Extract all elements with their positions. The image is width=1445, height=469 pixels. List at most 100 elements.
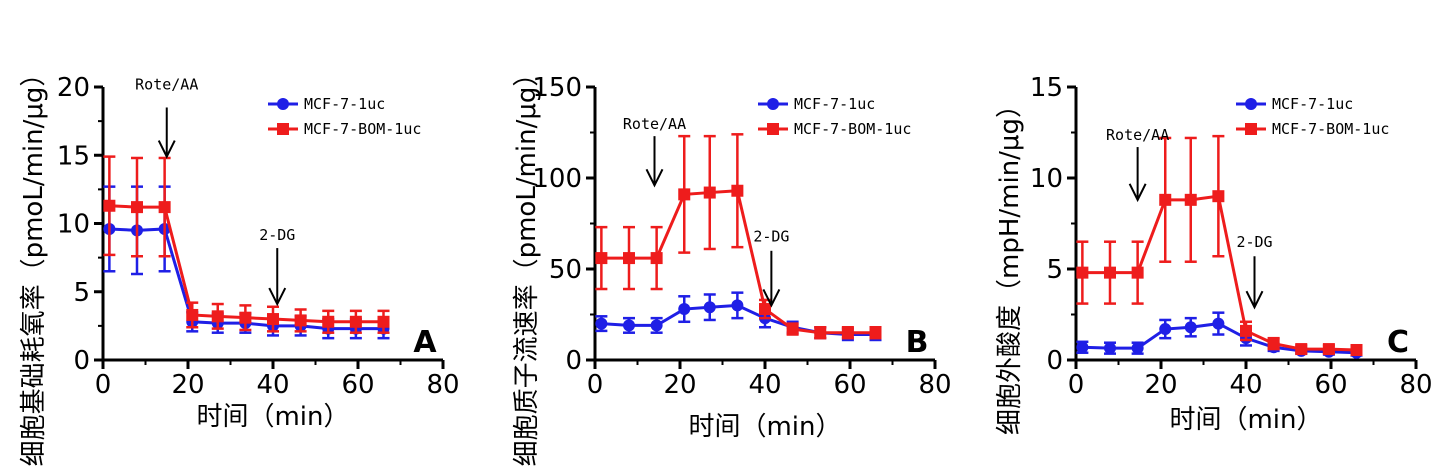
chart-panel-b: 0 50 100 150 0 20 40 60 80 时间（min） 细胞质子流速率（pmoL/mi…	[512, 61, 952, 467]
y-tick-label: 10	[57, 210, 90, 240]
legend-label: MCF-7-BOM-1uc	[1272, 120, 1389, 138]
data-point	[322, 315, 335, 328]
panel-label: C	[1387, 325, 1409, 360]
data-point	[186, 308, 199, 321]
x-axis-title: 时间（min）	[688, 412, 841, 442]
data-point	[1240, 324, 1252, 337]
data-point	[731, 184, 744, 197]
legend-label: MCF-7-1uc	[304, 95, 385, 113]
x-tick-label: 20	[663, 370, 696, 400]
chart-panel-a: 0 5 10 15 20 0 20 40 60 80 时间（min） 细胞基础耗氧率（pmoL/min…	[19, 61, 460, 467]
data-point	[869, 326, 882, 339]
data-point	[1350, 343, 1363, 356]
data-point	[595, 317, 608, 330]
x-tick-label: 20	[1144, 370, 1177, 400]
x-tick-label: 0	[95, 370, 112, 400]
y-tick-label: 0	[73, 346, 90, 376]
y-tick-label: 10	[1030, 164, 1063, 194]
data-point	[841, 326, 854, 339]
x-tick-label: 60	[833, 370, 866, 400]
x-tick-label: 20	[171, 370, 204, 400]
annotation-arrow-head	[157, 140, 176, 159]
data-point	[1212, 190, 1225, 203]
panel-label: B	[906, 325, 929, 360]
annotation-label: Rote/AA	[1106, 126, 1169, 144]
series-red	[1076, 134, 1363, 356]
y-tick-label: 15	[1030, 73, 1063, 103]
data-point	[267, 313, 279, 326]
legend-marker	[767, 123, 779, 135]
y-tick-label: 150	[532, 73, 582, 103]
data-point	[1184, 193, 1197, 206]
legend-marker	[277, 98, 289, 110]
y-tick-label: 0	[1046, 346, 1063, 376]
data-point	[703, 301, 716, 314]
data-point	[103, 199, 116, 212]
data-point	[623, 252, 635, 265]
data-point	[1076, 266, 1089, 279]
annotation-label: 2-DG	[753, 228, 789, 246]
annotation-arrow-head	[1128, 183, 1147, 203]
data-point	[131, 201, 143, 214]
x-tick-label: 0	[587, 370, 604, 400]
data-point	[1159, 323, 1172, 336]
data-point	[731, 299, 744, 312]
legend-label: MCF-7-BOM-1uc	[304, 120, 421, 138]
data-point	[1131, 266, 1144, 279]
legend: MCF-7-1uc MCF-7-BOM-1uc	[268, 95, 421, 138]
legend-marker	[1245, 123, 1257, 135]
x-tick-label: 80	[1399, 370, 1432, 400]
data-point	[786, 323, 799, 336]
series-red	[595, 133, 882, 340]
data-point	[1131, 342, 1144, 355]
legend-marker	[1245, 98, 1257, 110]
annotation-label: 2-DG	[1236, 233, 1272, 251]
legend-marker	[277, 123, 289, 135]
data-point	[595, 252, 608, 265]
panel-label: A	[413, 325, 437, 360]
data-point	[759, 303, 771, 316]
data-point	[678, 188, 691, 201]
data-point	[703, 186, 716, 199]
annotation-label: 2-DG	[259, 226, 295, 244]
data-point	[650, 252, 663, 265]
series-blue	[1076, 311, 1363, 359]
x-tick-label: 40	[1229, 370, 1262, 400]
data-point	[158, 201, 171, 214]
data-point	[1104, 342, 1116, 355]
data-point	[377, 315, 390, 328]
data-point	[678, 303, 691, 316]
y-tick-label: 20	[57, 73, 90, 103]
y-tick-label: 5	[1046, 255, 1063, 285]
x-tick-label: 80	[426, 370, 459, 400]
data-point	[1322, 343, 1335, 356]
annotation-arrow-head	[1245, 290, 1264, 310]
y-tick-label: 15	[57, 141, 90, 171]
x-axis-title: 时间（min）	[196, 402, 349, 432]
chart-panel-c: 0 5 10 15 0 20 40 60 80 时间（min） 细胞外酸度（mpH/min/μg） R…	[995, 73, 1433, 435]
legend-label: MCF-7-1uc	[794, 95, 875, 113]
annotation-label: Rote/AA	[135, 76, 198, 94]
series-red	[103, 155, 390, 334]
legend-label: MCF-7-1uc	[1272, 95, 1353, 113]
data-point	[1184, 321, 1197, 334]
data-point	[211, 310, 224, 323]
data-point	[650, 319, 663, 332]
data-point	[1267, 337, 1280, 350]
annotation-arrow-head	[762, 288, 781, 308]
data-point	[1212, 317, 1225, 330]
x-tick-label: 40	[748, 370, 781, 400]
data-point	[1159, 193, 1172, 206]
data-point	[623, 319, 635, 332]
x-tick-label: 60	[1314, 370, 1347, 400]
y-tick-label: 50	[549, 255, 582, 285]
x-tick-label: 80	[918, 370, 951, 400]
annotation-arrow-head	[645, 168, 664, 188]
data-point	[239, 311, 252, 324]
legend: MCF-7-1uc MCF-7-BOM-1uc	[758, 95, 911, 138]
data-point	[1295, 343, 1308, 356]
data-point	[349, 315, 362, 328]
annotation-arrow-head	[268, 287, 287, 307]
data-point	[1104, 266, 1116, 279]
